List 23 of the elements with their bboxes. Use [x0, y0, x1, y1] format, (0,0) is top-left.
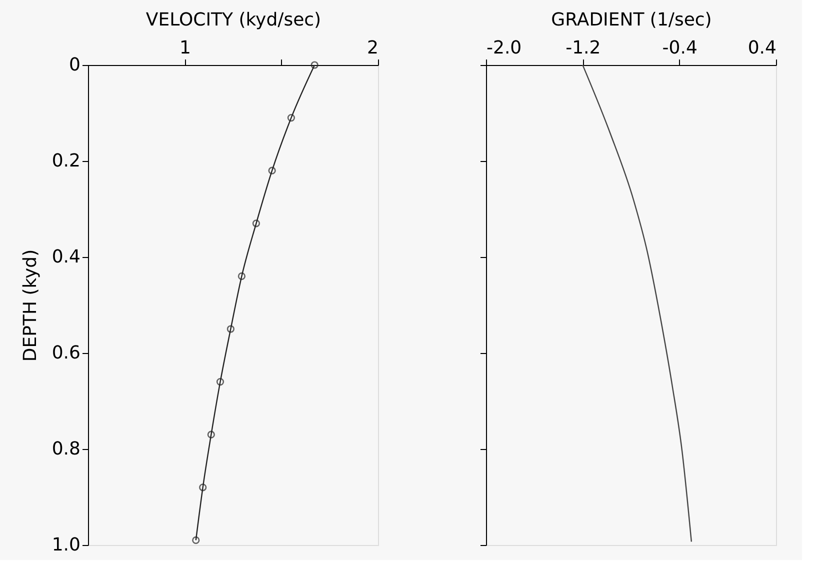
y-tick-label: 0.4 [52, 246, 80, 268]
x-tick-label: -2.0 [486, 38, 522, 58]
y-axis-title: DEPTH (kyd) [20, 249, 41, 362]
point [216, 378, 224, 386]
x-tick-label: 2 [367, 38, 378, 58]
point [252, 220, 260, 228]
point [287, 114, 296, 122]
point [199, 484, 207, 492]
point [207, 430, 215, 438]
point [268, 166, 276, 174]
x-tick-label: -1.2 [566, 38, 601, 58]
x-tick-label: 0.4 [748, 38, 776, 58]
point [226, 325, 234, 333]
y-tick-label: 1.0 [52, 534, 80, 556]
y-tick-label: 0 [69, 54, 80, 76]
y-tick-label: 0.8 [52, 438, 80, 460]
y-tick-label: 0.2 [52, 150, 80, 172]
point [238, 272, 246, 280]
x-tick-label: 1 [179, 38, 191, 58]
x-tick-label: -0.4 [662, 38, 698, 58]
y-tick-label: 0.6 [52, 342, 80, 364]
x-axis-title: VELOCITY (kyd/sec) [146, 10, 322, 30]
x-axis-title: GRADIENT (1/sec) [551, 10, 712, 30]
